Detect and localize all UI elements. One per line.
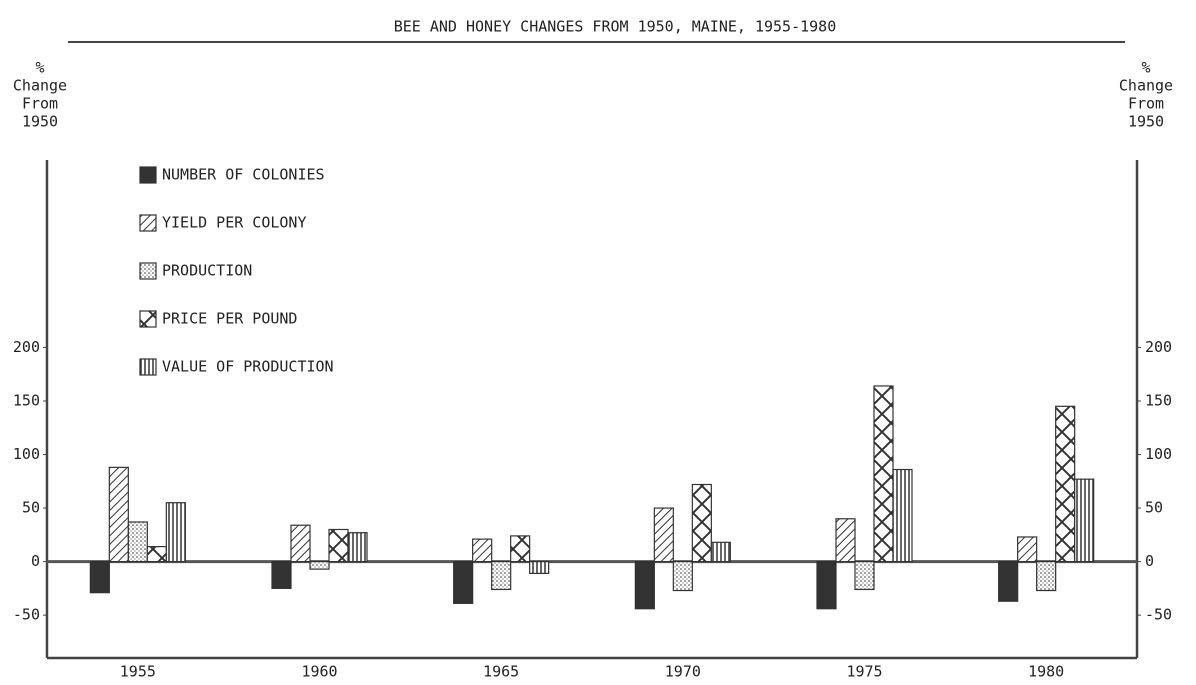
x-tick-label: 1970 <box>665 663 701 681</box>
y2-tick-label: 0 <box>1145 552 1154 570</box>
bar <box>453 561 474 604</box>
bar <box>873 385 894 563</box>
bar <box>529 561 550 574</box>
bar <box>1036 561 1057 592</box>
y-axis-label: Change <box>13 77 67 95</box>
bar <box>510 535 531 563</box>
legend-label: VALUE OF PRODUCTION <box>162 358 334 376</box>
bar <box>472 538 493 563</box>
legend-label: PRODUCTION <box>162 262 252 280</box>
bar <box>146 546 167 563</box>
y2-axis-label: 1950 <box>1128 113 1164 131</box>
y2-tick-label: 200 <box>1145 338 1172 356</box>
x-tick-label: 1960 <box>301 663 337 681</box>
bar <box>271 561 292 589</box>
y-axis-label: From <box>22 95 58 113</box>
y-tick-label: 100 <box>13 445 40 463</box>
bar <box>108 466 129 563</box>
y-tick-label: 0 <box>31 552 40 570</box>
bar <box>1074 478 1095 563</box>
x-tick-label: 1980 <box>1028 663 1064 681</box>
bar <box>653 507 674 563</box>
legend-swatch <box>139 214 157 232</box>
bar <box>328 528 349 563</box>
y-tick-label: -50 <box>13 606 40 624</box>
bar <box>892 468 913 563</box>
legend-label: YIELD PER COLONY <box>162 214 307 232</box>
y2-axis-label: Change <box>1119 77 1173 95</box>
y2-tick-label: 150 <box>1145 391 1172 409</box>
bar <box>691 483 712 563</box>
y2-axis-label: % <box>1141 59 1150 77</box>
bar <box>165 502 186 563</box>
bar <box>816 561 837 610</box>
bar <box>854 561 875 591</box>
bar <box>998 561 1019 602</box>
legend-label: NUMBER OF COLONIES <box>162 166 325 184</box>
bar <box>835 518 856 563</box>
legend-swatch <box>139 166 157 184</box>
bar <box>309 561 330 570</box>
chart-title: BEE AND HONEY CHANGES FROM 1950, MAINE, … <box>394 18 837 36</box>
bar <box>290 524 311 563</box>
y-axis-label: % <box>35 59 44 77</box>
y2-axis-label: From <box>1128 95 1164 113</box>
x-tick-label: 1975 <box>846 663 882 681</box>
bar <box>1055 405 1076 563</box>
legend-swatch <box>139 310 157 328</box>
legend-swatch <box>139 358 157 376</box>
y-axis-label: 1950 <box>22 113 58 131</box>
bar <box>1017 536 1038 563</box>
x-tick-label: 1965 <box>483 663 519 681</box>
y-tick-label: 200 <box>13 338 40 356</box>
bar <box>127 521 148 563</box>
x-tick-label: 1955 <box>120 663 156 681</box>
legend-label: PRICE PER POUND <box>162 310 297 328</box>
y2-tick-label: 50 <box>1145 499 1163 517</box>
y2-tick-label: -50 <box>1145 606 1172 624</box>
bar <box>491 561 512 591</box>
bar <box>634 561 655 610</box>
y-tick-label: 150 <box>13 391 40 409</box>
legend-swatch <box>139 262 157 280</box>
bar <box>89 561 110 594</box>
y-tick-label: 50 <box>22 499 40 517</box>
bar <box>672 561 693 592</box>
y2-tick-label: 100 <box>1145 445 1172 463</box>
bar <box>347 532 368 563</box>
bar <box>710 541 731 563</box>
